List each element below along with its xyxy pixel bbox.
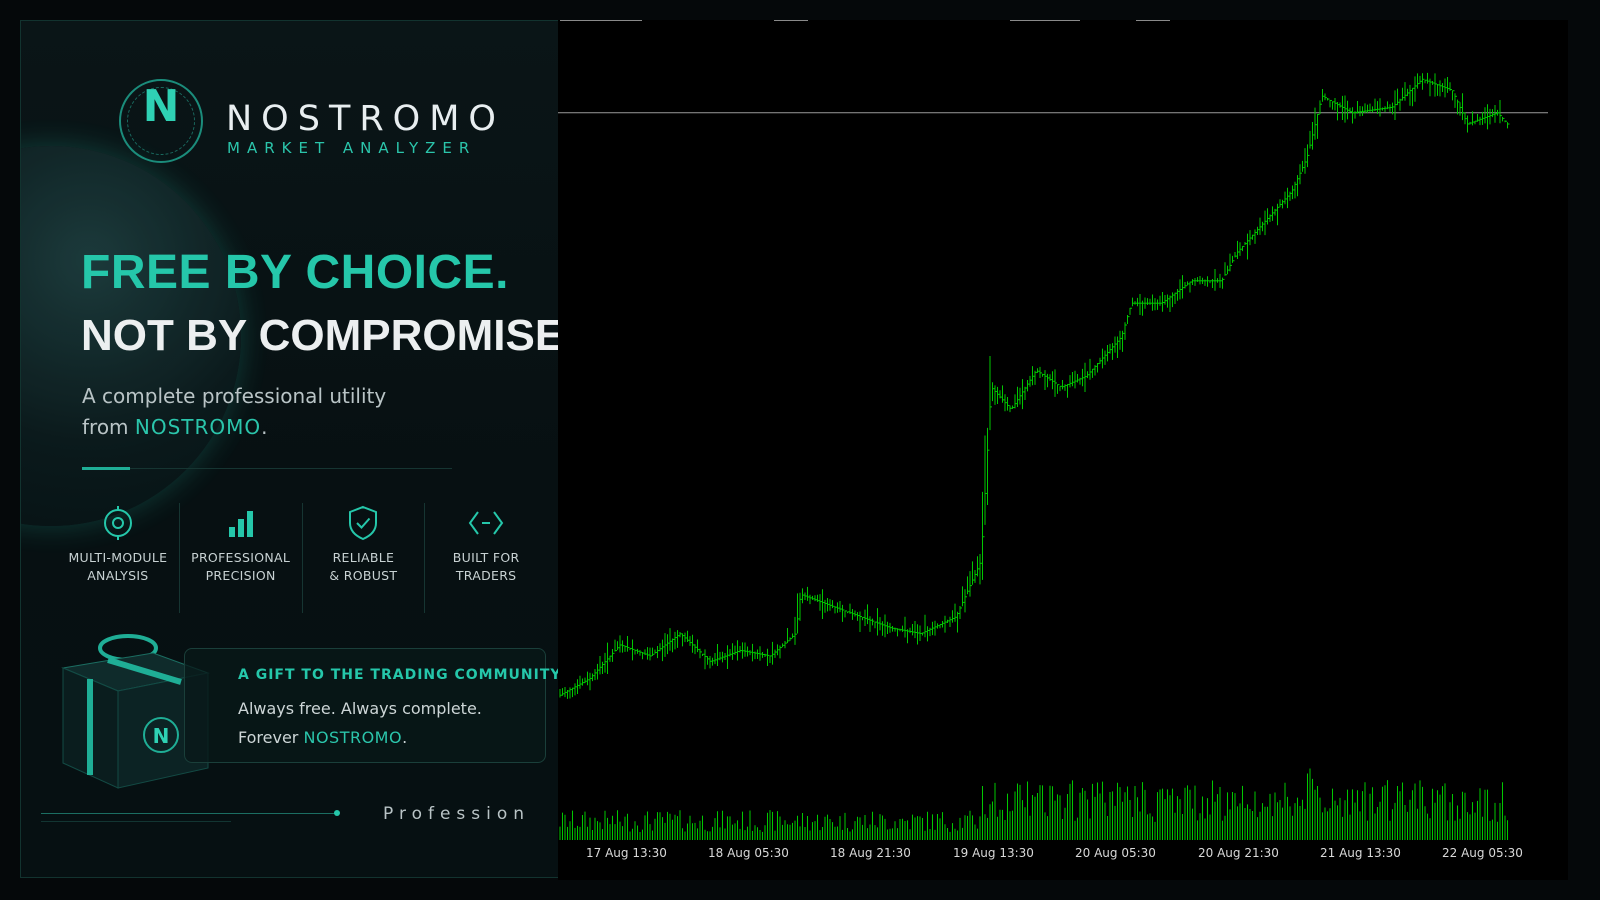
headline-primary: FREE BY CHOICE. (81, 246, 510, 299)
feature-label-4a: BUILT FOR (452, 550, 520, 565)
shield-check-icon (349, 505, 378, 541)
gift-prefix: Forever (238, 728, 304, 747)
gift-suffix: . (402, 728, 408, 747)
subtext-brand: NOSTROMO (134, 415, 262, 439)
footer-line (41, 813, 337, 814)
promo-panel: N NOSTROMO MARKET ANALYZER FREE BY CHOIC… (20, 20, 562, 878)
time-axis-label: 18 Aug 05:30 (708, 846, 789, 860)
time-axis-label: 19 Aug 13:30 (953, 846, 1034, 860)
gift-card: A GIFT TO THE TRADING COMMUNITY Always f… (184, 648, 561, 763)
gift-line1: Always free. Always complete. (238, 699, 482, 718)
headline-secondary: NOT BY COMPROMISE. (81, 311, 562, 360)
feature-label-1a: MULTI-MODULE (68, 550, 168, 565)
bar-chart-icon (228, 511, 253, 537)
footer-text: Profession (383, 804, 531, 824)
footer-dot (334, 810, 340, 816)
feature-label-2a: PROFESSIONAL (191, 550, 291, 565)
gift-title: A GIFT TO THE TRADING COMMUNITY (238, 667, 562, 683)
time-axis-label: 22 Aug 05:30 (1442, 846, 1523, 860)
feature-traders: BUILT FOR TRADERS (425, 503, 547, 613)
feature-professional: PROFESSIONAL PRECISION (180, 503, 303, 613)
divider (82, 468, 452, 469)
brand-subtitle: MARKET ANALYZER (227, 139, 477, 157)
time-axis-label: 17 Aug 13:30 (586, 846, 667, 860)
subtext-suffix: . (261, 415, 268, 439)
time-axis-label: 20 Aug 21:30 (1198, 846, 1279, 860)
time-axis-label: 18 Aug 21:30 (830, 846, 911, 860)
chart-top-toolbar (558, 20, 1548, 22)
feature-reliable: RELIABLE & ROBUST (303, 503, 426, 613)
feature-label-4b: TRADERS (455, 568, 517, 583)
code-brackets-icon (468, 511, 504, 535)
brand-name: NOSTROMO (226, 99, 505, 139)
subtext-line1: A complete professional utility (82, 384, 387, 408)
gift-brand: NOSTROMO (303, 728, 403, 747)
feature-label-2b: PRECISION (205, 568, 276, 583)
logo-letter: N (142, 81, 180, 132)
subtext-prefix: from (82, 415, 135, 439)
divider-accent (82, 467, 130, 470)
time-axis-label: 21 Aug 13:30 (1320, 846, 1401, 860)
target-icon (103, 506, 132, 540)
feature-multi-module: MULTI-MODULE ANALYSIS (57, 503, 180, 613)
subtext: A complete professional utility from NOS… (82, 381, 386, 443)
feature-row: MULTI-MODULE ANALYSIS PROFESSIONAL PRECI… (57, 503, 547, 613)
feature-label-1b: ANALYSIS (87, 568, 149, 583)
subtext-line2: from NOSTROMO. (82, 412, 386, 443)
feature-label-3b: & ROBUST (329, 568, 398, 583)
brand-logo: N (119, 79, 203, 163)
footer-line-secondary (41, 821, 231, 822)
svg-text:N: N (153, 724, 170, 748)
gift-line2: Forever NOSTROMO. (238, 728, 407, 747)
feature-label-3a: RELIABLE (332, 550, 395, 565)
chart-canvas[interactable] (558, 20, 1558, 880)
time-axis-label: 20 Aug 05:30 (1075, 846, 1156, 860)
price-chart[interactable]: 17 Aug 13:30 18 Aug 05:30 18 Aug 21:30 19 A… (558, 20, 1568, 880)
